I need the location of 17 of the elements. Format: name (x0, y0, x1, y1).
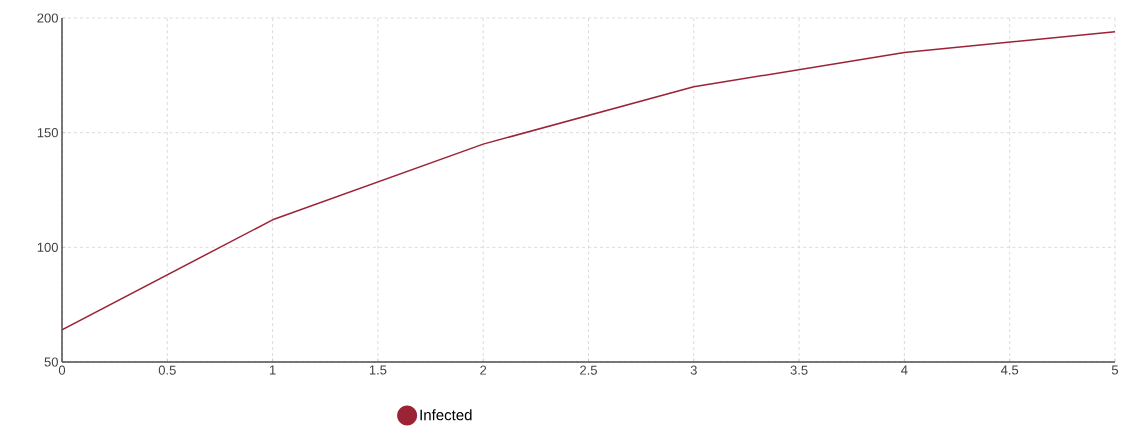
legend-label: Infected (420, 409, 472, 421)
x-tick-label: 4 (901, 365, 908, 375)
x-tick-label: 2 (480, 365, 487, 375)
x-tick-label: 3 (690, 365, 697, 375)
x-tick-label: 0 (58, 365, 66, 375)
y-tick-label: 100 (37, 242, 58, 252)
x-tick-label: 2.5 (580, 365, 597, 375)
y-tick-label: 200 (37, 13, 58, 23)
x-tick-label: 5 (1111, 365, 1119, 375)
x-tick-label: 3.5 (790, 365, 808, 375)
y-tick-label: 50 (44, 357, 58, 367)
line-series (62, 31, 1115, 331)
x-tick-label: 1 (269, 365, 276, 375)
x-tick-label: 0.5 (158, 365, 176, 375)
x-tick-label: 1.5 (369, 365, 387, 375)
x-tick-label: 4.5 (1000, 365, 1019, 375)
y-tick-label: 150 (37, 128, 58, 138)
